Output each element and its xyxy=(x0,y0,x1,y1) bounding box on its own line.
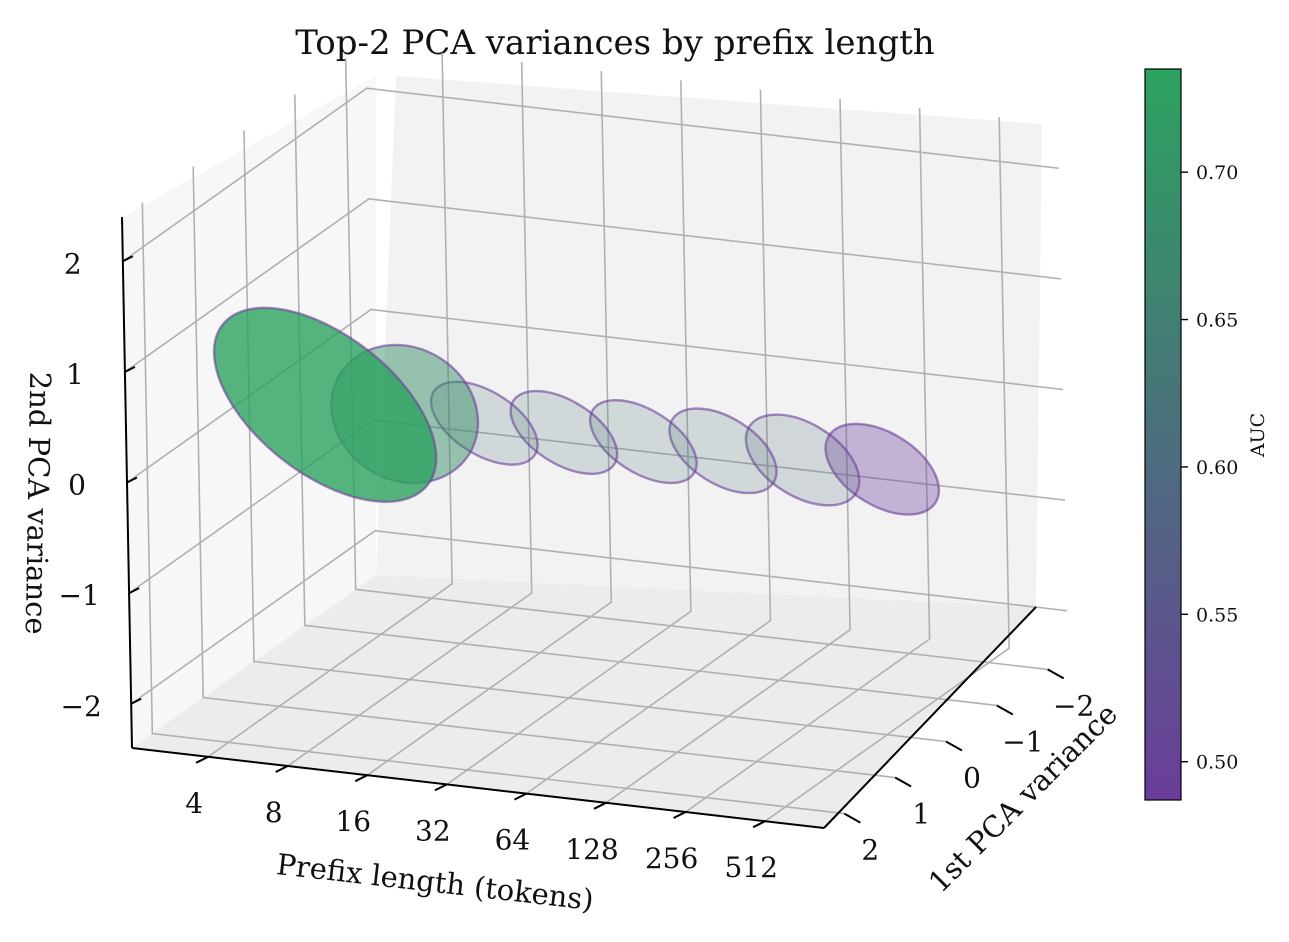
y-tick-mark xyxy=(894,776,912,788)
y-tick-mark xyxy=(945,740,963,752)
colorbar xyxy=(1144,68,1182,801)
x-axis-spine xyxy=(131,747,825,829)
colorbar-tick-label: 0.55 xyxy=(1196,604,1238,626)
y-tick-mark xyxy=(996,704,1014,716)
x-tick-mark xyxy=(434,783,448,792)
x-tick-label: 16 xyxy=(335,805,371,838)
floor-pane xyxy=(132,575,1036,828)
z-tick-label: −2 xyxy=(61,690,102,723)
x-tick-label: 512 xyxy=(724,851,777,884)
z-grid-line xyxy=(130,529,1068,705)
z-tick-label: −1 xyxy=(58,579,99,612)
z-tick-mark xyxy=(128,587,140,595)
x-grid-line xyxy=(287,61,533,767)
x-grid-line xyxy=(366,71,613,776)
chart-title: Top-2 PCA variances by prefix length xyxy=(295,23,934,63)
y-grid-line xyxy=(192,166,896,779)
y-grid-line xyxy=(294,94,997,707)
x-tick-mark xyxy=(673,811,687,819)
x-tick-label: 4 xyxy=(185,787,203,820)
x-tick-mark xyxy=(195,755,209,764)
y-tick-label: −2 xyxy=(1053,689,1094,722)
x-tick-mark xyxy=(275,765,289,773)
z-tick-mark xyxy=(122,255,134,263)
y-tick-mark xyxy=(1047,668,1065,680)
back-pane xyxy=(376,76,1042,607)
y-grid-line xyxy=(243,130,947,743)
ellipse-layer xyxy=(212,306,941,516)
y-grid-line xyxy=(344,58,1048,671)
z-tick-label: 2 xyxy=(64,247,82,280)
x-grid-line xyxy=(207,52,453,758)
z-tick-label: 1 xyxy=(66,358,84,391)
ellipse-prefix-64 xyxy=(588,399,698,485)
y-axis-spine xyxy=(823,606,1037,829)
x-grid-line xyxy=(525,89,772,795)
y-tick-label: 0 xyxy=(963,762,981,795)
y-grid-line xyxy=(141,202,845,815)
ellipse-prefix-4 xyxy=(212,306,438,503)
x-axis-label: Prefix length (tokens) xyxy=(275,847,596,917)
x-tick-label: 8 xyxy=(265,796,283,829)
x-tick-mark xyxy=(354,774,368,783)
x-grid-line xyxy=(446,80,692,786)
colorbar-tick-label: 0.70 xyxy=(1196,162,1238,184)
x-grid-line xyxy=(764,117,1010,822)
z-grid-line xyxy=(126,308,1064,484)
x-tick-mark xyxy=(513,792,527,801)
ellipse-prefix-32 xyxy=(509,389,619,475)
colorbar-tick-label: 0.65 xyxy=(1196,310,1238,332)
x-tick-mark xyxy=(593,801,607,810)
colorbar-label: AUC xyxy=(1247,413,1269,458)
x-grid-line xyxy=(685,107,931,813)
ellipse-prefix-128 xyxy=(668,407,778,495)
x-tick-label: 32 xyxy=(415,814,451,847)
x-tick-label: 256 xyxy=(645,842,698,875)
grid-lines xyxy=(122,52,1068,822)
y-tick-label: 1 xyxy=(912,798,930,831)
x-tick-label: 64 xyxy=(495,824,531,857)
z-tick-mark xyxy=(124,365,136,373)
ellipse-prefix-512 xyxy=(824,422,941,516)
z-tick-mark xyxy=(126,476,138,484)
x-tick-label: 128 xyxy=(565,833,618,866)
z-tick-mark xyxy=(130,697,142,705)
y-tick-label: 2 xyxy=(861,834,879,867)
x-grid-line xyxy=(605,98,851,804)
y-tick-mark xyxy=(843,812,861,824)
z-grid-line xyxy=(124,198,1062,373)
z-grid-line xyxy=(122,87,1059,262)
colorbar-tick-label: 0.60 xyxy=(1196,457,1238,479)
y-tick-label: −1 xyxy=(1002,725,1043,758)
colorbar-tick-label: 0.50 xyxy=(1196,752,1238,774)
z-axis-label: 2nd PCA variance xyxy=(19,371,58,635)
z-tick-label: 0 xyxy=(68,469,86,502)
x-tick-mark xyxy=(752,820,766,829)
colorbar-ticks: 0.70 0.65 0.60 0.55 0.50 xyxy=(1181,162,1238,774)
